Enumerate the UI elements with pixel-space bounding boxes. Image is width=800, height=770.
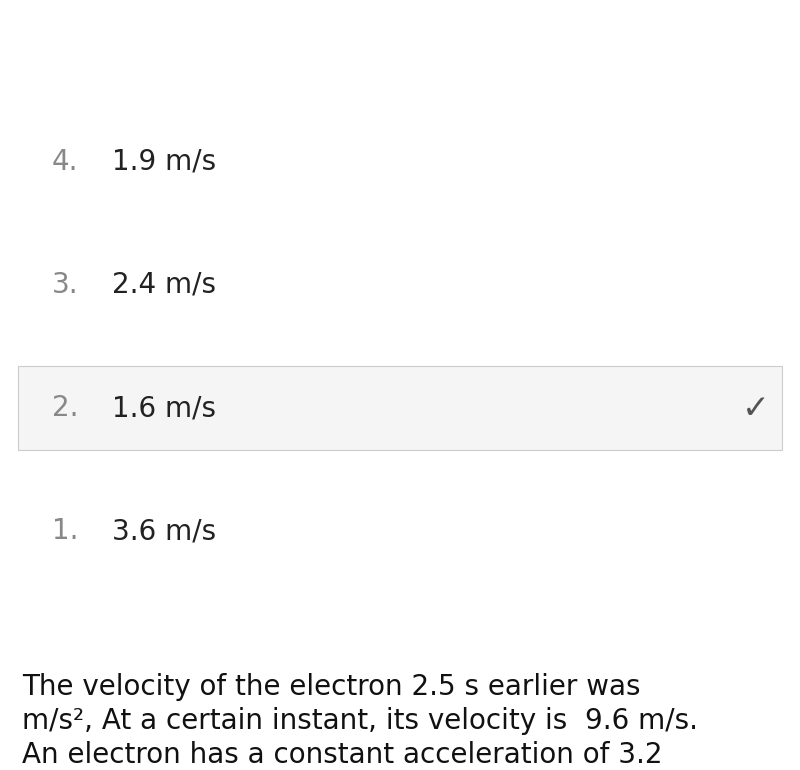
Text: ✓: ✓ — [742, 392, 770, 424]
Text: 1.: 1. — [52, 517, 78, 545]
Text: 3.6 m/s: 3.6 m/s — [112, 517, 216, 545]
Text: 1.6 m/s: 1.6 m/s — [112, 394, 216, 422]
Text: 1.9 m/s: 1.9 m/s — [112, 148, 216, 176]
Text: An electron has a constant acceleration of 3.2: An electron has a constant acceleration … — [22, 741, 663, 768]
Text: The velocity of the electron 2.5 s earlier was: The velocity of the electron 2.5 s earli… — [22, 673, 641, 701]
Text: 4.: 4. — [52, 148, 78, 176]
Text: 2.4 m/s: 2.4 m/s — [112, 271, 216, 299]
FancyBboxPatch shape — [18, 366, 782, 450]
Text: 2.: 2. — [52, 394, 78, 422]
Text: 3.: 3. — [52, 271, 78, 299]
Text: m/s², At a certain instant, its velocity is  9.6 m/s.: m/s², At a certain instant, its velocity… — [22, 707, 698, 735]
